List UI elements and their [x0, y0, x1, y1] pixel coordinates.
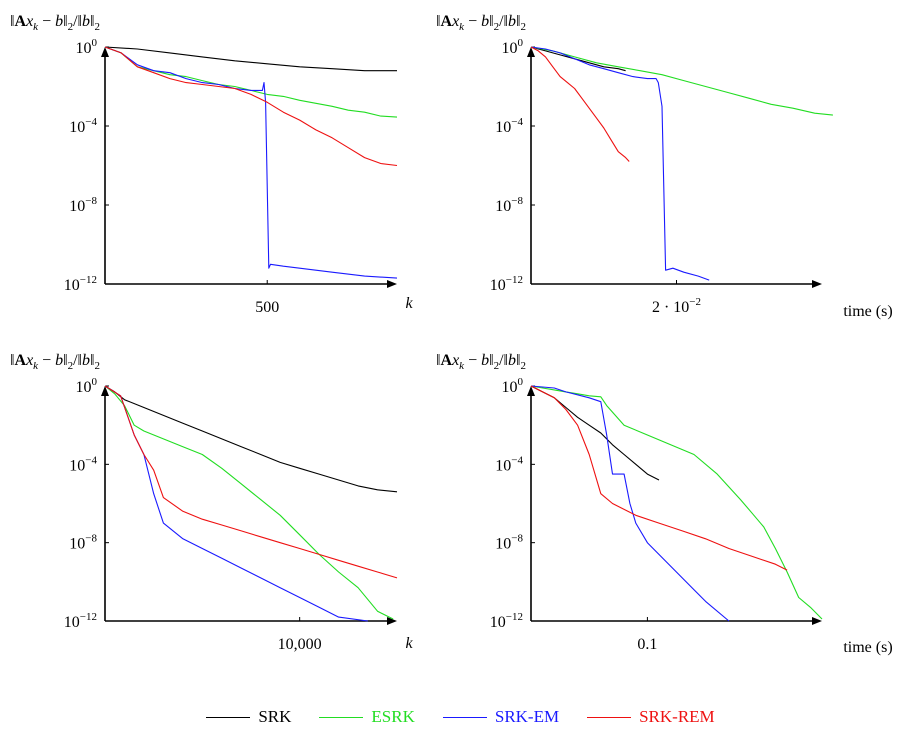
y-axis-arrow [101, 47, 109, 57]
chart-panel-4: ‖Axk − b‖2/‖b‖2 100 10−4 10−8 10−12 0.1 time (… [436, 352, 893, 656]
legend-item-srk-rem: SRK-REM [587, 707, 715, 727]
y-tick-label: 10−8 [69, 533, 97, 553]
x-axis-label: k [405, 295, 413, 312]
x-axis-label: time (s) [843, 303, 892, 320]
y-tick-label: 10−12 [64, 611, 97, 631]
legend-label-esrk: ESRK [371, 707, 415, 726]
legend-label-srk: SRK [258, 707, 292, 726]
series-line-esrk [104, 46, 398, 118]
legend-swatch-srk-em [442, 716, 487, 718]
x-tick-label: 2 · 10−2 [652, 296, 701, 316]
series-line-srk-em [104, 385, 368, 622]
y-tick-label: 100 [76, 376, 98, 396]
series-line-srk-rem [104, 46, 398, 167]
x-tick-label: 500 [255, 299, 279, 316]
legend-item-srk: SRK [206, 707, 291, 727]
series-line-srk-em [104, 46, 398, 279]
series-line-srk-em [530, 46, 710, 281]
legend-item-esrk: ESRK [319, 707, 415, 727]
legend-label-srk-em: SRK-EM [494, 707, 560, 726]
y-tick-label: 100 [76, 37, 98, 57]
x-tick-label: 0.1 [637, 636, 657, 653]
y-tick-label: 10−8 [495, 195, 523, 215]
y-tick-label: 10−4 [69, 454, 97, 474]
chart-title: ‖Axk − b‖2/‖b‖2 [10, 352, 100, 372]
x-axis-label: k [405, 635, 413, 652]
y-tick-label: 10−12 [64, 274, 97, 294]
series-line-srk [530, 46, 626, 72]
y-axis-arrow [527, 386, 535, 396]
chart-panel-2: ‖Axk − b‖2/‖b‖2 100 10−4 10−8 10−12 2 · 10−2 t… [436, 13, 893, 320]
y-tick-label: 10−4 [69, 116, 97, 136]
y-axis-arrow [527, 47, 535, 57]
series-line-srk-em [530, 385, 730, 622]
series-line-srk [104, 385, 398, 493]
chart-panel-1: ‖Axk − b‖2/‖b‖2 100 10−4 10−8 10−12 500 k [10, 13, 413, 316]
y-tick-label: 10−4 [495, 116, 523, 136]
y-tick-label: 10−12 [490, 274, 523, 294]
series-line-srk-rem [530, 385, 788, 571]
series-line-srk-rem [104, 385, 398, 579]
x-axis-label: time (s) [843, 639, 892, 656]
legend-swatch-srk [206, 716, 251, 718]
x-axis-arrow [387, 617, 397, 625]
chart-title: ‖Axk − b‖2/‖b‖2 [10, 13, 100, 33]
x-axis-arrow [812, 280, 822, 288]
y-tick-label: 10−8 [69, 195, 97, 215]
y-tick-label: 10−4 [495, 454, 523, 474]
legend-item-srk-em: SRK-EM [442, 707, 560, 727]
chart-title: ‖Axk − b‖2/‖b‖2 [436, 13, 526, 33]
x-axis-arrow [387, 280, 397, 288]
y-tick-label: 100 [502, 37, 524, 57]
series-line-esrk [104, 385, 394, 620]
legend-swatch-srk-rem [587, 716, 632, 718]
x-tick-label: 10,000 [278, 636, 322, 653]
legend: SRK ESRK SRK-EM SRK-REM [0, 703, 921, 731]
legend-label-srk-rem: SRK-REM [639, 707, 715, 726]
chart-title: ‖Axk − b‖2/‖b‖2 [436, 352, 526, 372]
x-axis-arrow [812, 617, 822, 625]
series-line-srk-rem [530, 46, 630, 162]
series-line-esrk [530, 46, 833, 116]
legend-swatch-esrk [319, 716, 364, 718]
chart-panel-3: ‖Axk − b‖2/‖b‖2 100 10−4 10−8 10−12 10,000 k [10, 352, 413, 653]
y-tick-label: 10−12 [490, 611, 523, 631]
y-axis-arrow [101, 386, 109, 396]
y-tick-label: 10−8 [495, 533, 523, 553]
series-line-srk [104, 46, 397, 72]
y-tick-label: 100 [502, 376, 524, 396]
